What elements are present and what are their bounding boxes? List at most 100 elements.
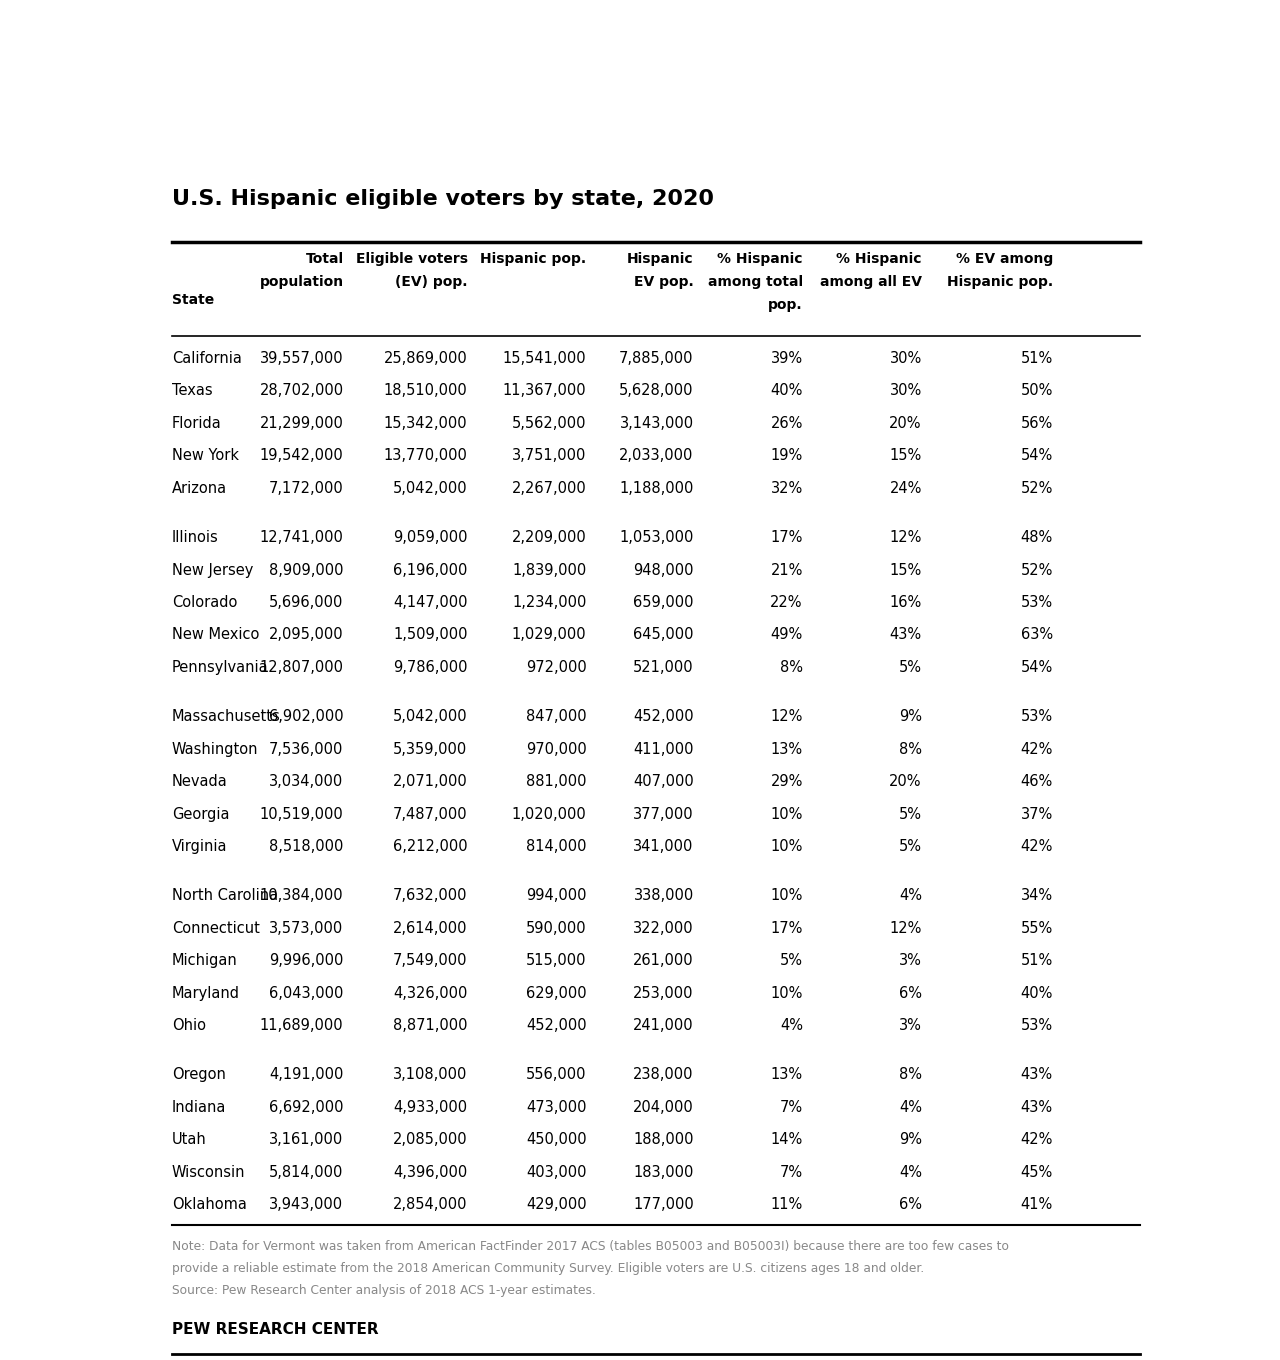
Text: 2,095,000: 2,095,000 [269,627,343,642]
Text: 4%: 4% [899,888,922,903]
Text: 3,943,000: 3,943,000 [269,1197,343,1212]
Text: among total: among total [708,275,803,290]
Text: 5,562,000: 5,562,000 [512,416,586,431]
Text: 28,702,000: 28,702,000 [260,384,343,398]
Text: 43%: 43% [1020,1100,1053,1115]
Text: 42%: 42% [1020,1133,1053,1148]
Text: 4%: 4% [899,1164,922,1179]
Text: 1,020,000: 1,020,000 [512,806,586,821]
Text: 9,996,000: 9,996,000 [269,953,343,968]
Text: Michigan: Michigan [172,953,238,968]
Text: 2,071,000: 2,071,000 [393,774,467,789]
Text: 7%: 7% [780,1164,803,1179]
Text: 30%: 30% [890,351,922,366]
Text: 8%: 8% [899,741,922,756]
Text: 7,885,000: 7,885,000 [620,351,694,366]
Text: 183,000: 183,000 [634,1164,694,1179]
Text: New Mexico: New Mexico [172,627,260,642]
Text: 53%: 53% [1020,709,1053,724]
Text: 377,000: 377,000 [634,806,694,821]
Text: 25,869,000: 25,869,000 [384,351,467,366]
Text: 3,108,000: 3,108,000 [393,1068,467,1083]
Text: 13,770,000: 13,770,000 [384,449,467,464]
Text: 9,786,000: 9,786,000 [393,660,467,675]
Text: PEW RESEARCH CENTER: PEW RESEARCH CENTER [172,1322,379,1337]
Text: 15,342,000: 15,342,000 [384,416,467,431]
Text: Illinois: Illinois [172,530,219,545]
Text: New York: New York [172,449,239,464]
Text: 403,000: 403,000 [526,1164,586,1179]
Text: 1,029,000: 1,029,000 [512,627,586,642]
Text: Wisconsin: Wisconsin [172,1164,246,1179]
Text: Florida: Florida [172,416,221,431]
Text: 5%: 5% [899,806,922,821]
Text: 10%: 10% [771,888,803,903]
Text: 21,299,000: 21,299,000 [260,416,343,431]
Text: 2,085,000: 2,085,000 [393,1133,467,1148]
Text: % Hispanic: % Hispanic [836,252,922,267]
Text: 2,854,000: 2,854,000 [393,1197,467,1212]
Text: 50%: 50% [1020,384,1053,398]
Text: 10%: 10% [771,806,803,821]
Text: 4%: 4% [899,1100,922,1115]
Text: 51%: 51% [1020,351,1053,366]
Text: 452,000: 452,000 [634,709,694,724]
Text: 253,000: 253,000 [634,986,694,1001]
Text: 6,212,000: 6,212,000 [393,839,467,854]
Text: 8,518,000: 8,518,000 [269,839,343,854]
Text: 5,814,000: 5,814,000 [269,1164,343,1179]
Text: Virginia: Virginia [172,839,228,854]
Text: Hispanic pop.: Hispanic pop. [947,275,1053,290]
Text: 14%: 14% [771,1133,803,1148]
Text: Note: Data for Vermont was taken from American FactFinder 2017 ACS (tables B0500: Note: Data for Vermont was taken from Am… [172,1240,1009,1253]
Text: 7%: 7% [780,1100,803,1115]
Text: 429,000: 429,000 [526,1197,586,1212]
Text: % EV among: % EV among [956,252,1053,267]
Text: 5%: 5% [899,660,922,675]
Text: 41%: 41% [1020,1197,1053,1212]
Text: 52%: 52% [1020,481,1053,496]
Text: 34%: 34% [1020,888,1053,903]
Text: 15,541,000: 15,541,000 [503,351,586,366]
Text: population: population [260,275,343,290]
Text: 63%: 63% [1020,627,1053,642]
Text: Maryland: Maryland [172,986,239,1001]
Text: 629,000: 629,000 [526,986,586,1001]
Text: 49%: 49% [771,627,803,642]
Text: 473,000: 473,000 [526,1100,586,1115]
Text: Georgia: Georgia [172,806,229,821]
Text: Source: Pew Research Center analysis of 2018 ACS 1-year estimates.: Source: Pew Research Center analysis of … [172,1284,595,1296]
Text: 40%: 40% [771,384,803,398]
Text: 994,000: 994,000 [526,888,586,903]
Text: 3%: 3% [899,1019,922,1034]
Text: 411,000: 411,000 [634,741,694,756]
Text: Colorado: Colorado [172,596,237,611]
Text: % Hispanic: % Hispanic [717,252,803,267]
Text: 15%: 15% [890,449,922,464]
Text: Ohio: Ohio [172,1019,206,1034]
Text: 11,689,000: 11,689,000 [260,1019,343,1034]
Text: 6,902,000: 6,902,000 [269,709,343,724]
Text: 12,807,000: 12,807,000 [260,660,343,675]
Text: Utah: Utah [172,1133,206,1148]
Text: 4,191,000: 4,191,000 [269,1068,343,1083]
Text: 9,059,000: 9,059,000 [393,530,467,545]
Text: 238,000: 238,000 [634,1068,694,1083]
Text: 3,751,000: 3,751,000 [512,449,586,464]
Text: 52%: 52% [1020,563,1053,578]
Text: 8%: 8% [899,1068,922,1083]
Text: 407,000: 407,000 [632,774,694,789]
Text: 19%: 19% [771,449,803,464]
Text: Washington: Washington [172,741,259,756]
Text: Hispanic pop.: Hispanic pop. [480,252,586,267]
Text: 10%: 10% [771,839,803,854]
Text: 54%: 54% [1020,449,1053,464]
Text: 32%: 32% [771,481,803,496]
Text: 645,000: 645,000 [634,627,694,642]
Text: EV pop.: EV pop. [634,275,694,290]
Text: 3,143,000: 3,143,000 [620,416,694,431]
Text: 521,000: 521,000 [634,660,694,675]
Text: 13%: 13% [771,741,803,756]
Text: 4,933,000: 4,933,000 [393,1100,467,1115]
Text: 43%: 43% [1020,1068,1053,1083]
